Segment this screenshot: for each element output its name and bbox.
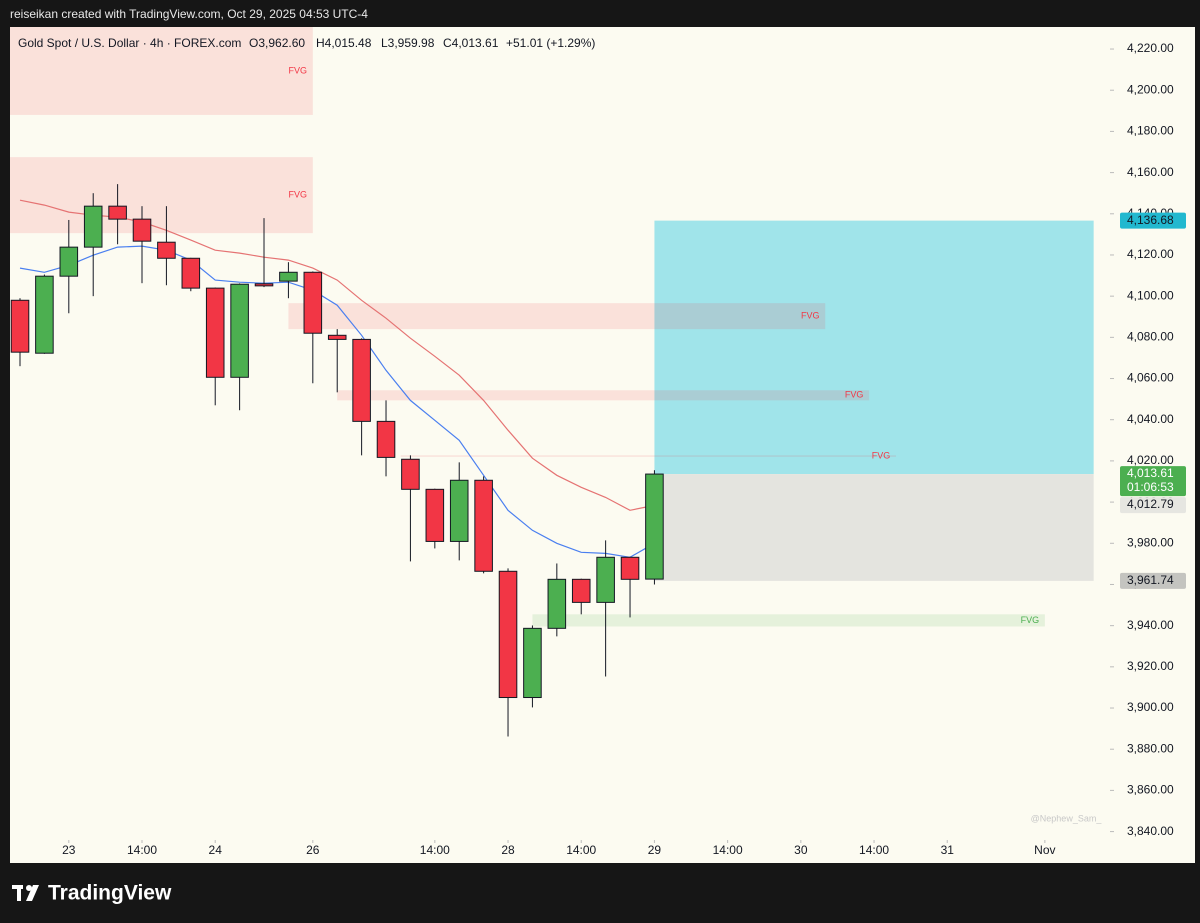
candle-body bbox=[181, 257, 201, 289]
x-tick-label: 24 bbox=[209, 843, 223, 857]
footer-logo bbox=[12, 885, 39, 901]
y-tick-label: 3,920.00 bbox=[1127, 659, 1174, 673]
fvg-label: FVG bbox=[845, 390, 864, 400]
price-label-box bbox=[1120, 212, 1186, 229]
y-tick-label: 4,220.00 bbox=[1127, 41, 1174, 55]
fvg-label: FVG bbox=[872, 450, 891, 460]
fvg-zone bbox=[337, 390, 870, 401]
legend-high: H4,015.48 bbox=[316, 36, 372, 50]
fvg-zone bbox=[288, 303, 826, 330]
candle-body bbox=[620, 556, 640, 580]
fvg-label: FVG bbox=[289, 65, 308, 75]
x-tick-label: 26 bbox=[306, 843, 320, 857]
candle-body bbox=[352, 338, 371, 422]
price-countdown: 01:06:53 bbox=[1127, 480, 1174, 494]
y-tick-label: 3,880.00 bbox=[1127, 741, 1174, 755]
price-label: 4,136.68 bbox=[1127, 213, 1174, 227]
x-tick-label: 14:00 bbox=[713, 843, 743, 857]
x-tick-label: 14:00 bbox=[566, 843, 596, 857]
candle-body bbox=[157, 241, 176, 259]
candle-body bbox=[449, 479, 469, 542]
legend-change: +51.01 (+1.29%) bbox=[506, 36, 595, 50]
x-tick-label: Nov bbox=[1034, 843, 1055, 857]
y-tick-label: 4,020.00 bbox=[1127, 453, 1174, 467]
price-label: 4,012.79 bbox=[1127, 497, 1174, 511]
candle-body bbox=[376, 420, 396, 458]
candle-body bbox=[205, 287, 225, 378]
candle-body bbox=[571, 578, 591, 603]
candle-body bbox=[498, 570, 518, 699]
y-tick-label: 4,080.00 bbox=[1127, 330, 1174, 344]
x-tick-label: 14:00 bbox=[859, 843, 889, 857]
fvg-label: FVG bbox=[801, 311, 820, 321]
plot-area: FVG FVG FVG FVG FVG FVG bbox=[10, 27, 1094, 737]
x-tick-label: 30 bbox=[794, 843, 808, 857]
candle-body bbox=[303, 271, 323, 334]
candle-body bbox=[230, 283, 249, 378]
fvg-zone bbox=[10, 27, 313, 115]
y-tick-label: 3,900.00 bbox=[1127, 700, 1174, 714]
stop-zone bbox=[654, 474, 1094, 581]
legend-open: O3,962.60 bbox=[249, 36, 305, 50]
candle-body bbox=[279, 271, 298, 282]
y-tick-label: 3,980.00 bbox=[1127, 535, 1174, 549]
price-label-box bbox=[1120, 497, 1186, 514]
candle-body bbox=[474, 479, 493, 572]
x-tick-label: 14:00 bbox=[127, 843, 157, 857]
candle-body bbox=[83, 205, 103, 248]
target-zone bbox=[654, 220, 1094, 475]
y-tick-label: 4,100.00 bbox=[1127, 288, 1174, 302]
price-label: 3,961.74 bbox=[1127, 573, 1174, 587]
candle-body bbox=[327, 334, 347, 340]
candle-body bbox=[425, 488, 445, 542]
price-label-box bbox=[1120, 466, 1186, 497]
x-tick-label: 28 bbox=[501, 843, 515, 857]
candle-body bbox=[132, 218, 152, 242]
x-tick-label: 14:00 bbox=[420, 843, 450, 857]
price-label: 4,013.61 bbox=[1127, 466, 1174, 480]
footer-brand: TradingView bbox=[48, 882, 172, 905]
y-tick-label: 3,860.00 bbox=[1127, 783, 1174, 797]
legend-close: C4,013.61 bbox=[443, 36, 499, 50]
x-tick-label: 31 bbox=[941, 843, 955, 857]
ma-line bbox=[19, 245, 655, 558]
header-text: reiseikan created with TradingView.com, … bbox=[10, 7, 368, 21]
fvg-label: FVG bbox=[1021, 615, 1040, 625]
y-tick-label: 3,840.00 bbox=[1127, 824, 1174, 838]
y-tick-label: 4,180.00 bbox=[1127, 124, 1174, 138]
y-tick-label: 4,160.00 bbox=[1127, 165, 1174, 179]
legend-symbol: Gold Spot / U.S. Dollar · 4h · FOREX.com bbox=[18, 36, 241, 50]
y-tick-label: 4,040.00 bbox=[1127, 412, 1174, 426]
x-tick-label: 23 bbox=[62, 843, 76, 857]
candle-body bbox=[523, 627, 542, 699]
price-label-box bbox=[1120, 572, 1186, 589]
fvg-label: FVG bbox=[289, 190, 308, 200]
candle-body bbox=[108, 205, 127, 220]
y-tick-label: 3,940.00 bbox=[1127, 618, 1174, 632]
fvg-zone bbox=[400, 455, 897, 457]
candle-body bbox=[645, 473, 664, 580]
fvg-zone bbox=[10, 157, 313, 234]
overlay: Gold Spot / U.S. Dollar · 4h · FOREX.com… bbox=[18, 36, 1186, 857]
candle-body bbox=[35, 275, 54, 354]
watermark: @Nephew_Sam_ bbox=[1031, 813, 1103, 823]
candle-body bbox=[59, 246, 79, 277]
legend-low: L3,959.98 bbox=[381, 36, 435, 50]
candle-body bbox=[547, 578, 567, 629]
fvg-zone bbox=[532, 614, 1045, 627]
candle-body bbox=[10, 299, 30, 353]
candle-body bbox=[401, 458, 420, 490]
y-tick-label: 4,060.00 bbox=[1127, 371, 1174, 385]
x-tick-label: 29 bbox=[648, 843, 662, 857]
y-tick-label: 4,120.00 bbox=[1127, 247, 1174, 261]
candle-body bbox=[596, 556, 615, 603]
candle-body bbox=[254, 283, 274, 287]
y-tick-label: 4,200.00 bbox=[1127, 82, 1174, 96]
